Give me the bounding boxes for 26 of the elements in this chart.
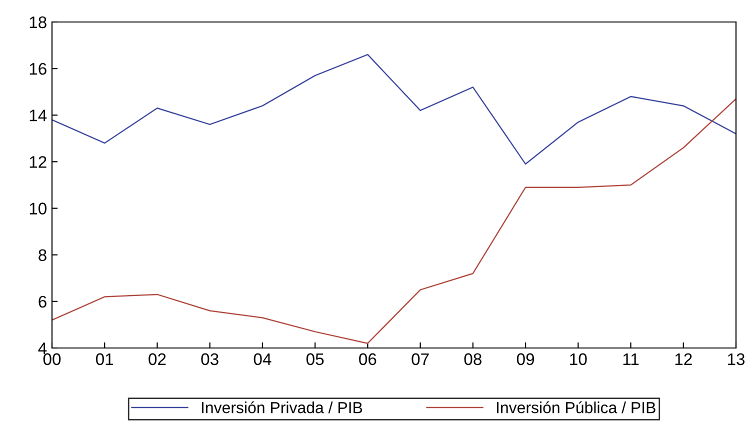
- y-tick-label: 18: [30, 16, 46, 28]
- x-tick-label: 04: [254, 353, 272, 366]
- y-tick-label: 6: [38, 296, 46, 308]
- legend-label: Inversión Privada / PIB: [202, 401, 362, 414]
- y-tick-label: 14: [30, 110, 47, 122]
- line-series: [52, 98, 736, 344]
- x-tick-label: 05: [306, 353, 324, 366]
- y-tick-label: 4: [38, 342, 47, 354]
- line-series: [52, 54, 736, 165]
- x-tick-label: 06: [359, 353, 376, 366]
- x-tick-label: 09: [516, 353, 534, 366]
- y-tick-label: 12: [30, 156, 46, 168]
- x-tick-label: 08: [464, 353, 482, 366]
- y-tick-label: 8: [38, 249, 46, 262]
- x-tick-label: 12: [675, 353, 692, 365]
- x-tick-label: 03: [201, 353, 218, 366]
- x-tick-label: 10: [570, 353, 587, 366]
- x-tick-label: 11: [623, 353, 639, 365]
- x-tick-label: 01: [96, 353, 114, 366]
- x-tick-label: 00: [43, 353, 61, 366]
- legend-label: Inversión Pública / PIB: [496, 401, 656, 414]
- x-tick-label: 13: [728, 353, 745, 366]
- x-tick-label: 02: [148, 353, 166, 366]
- y-tick-label: 10: [30, 202, 46, 214]
- x-tick-label: 07: [412, 353, 429, 366]
- y-tick-label: 16: [30, 62, 46, 75]
